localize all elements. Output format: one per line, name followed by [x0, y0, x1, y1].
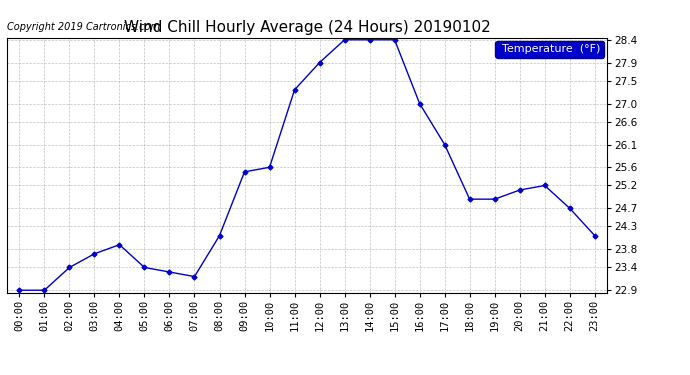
Legend: Temperature  (°F): Temperature (°F) [495, 41, 604, 57]
Title: Wind Chill Hourly Average (24 Hours) 20190102: Wind Chill Hourly Average (24 Hours) 201… [124, 20, 491, 35]
Text: Copyright 2019 Cartronics.com: Copyright 2019 Cartronics.com [7, 22, 160, 32]
